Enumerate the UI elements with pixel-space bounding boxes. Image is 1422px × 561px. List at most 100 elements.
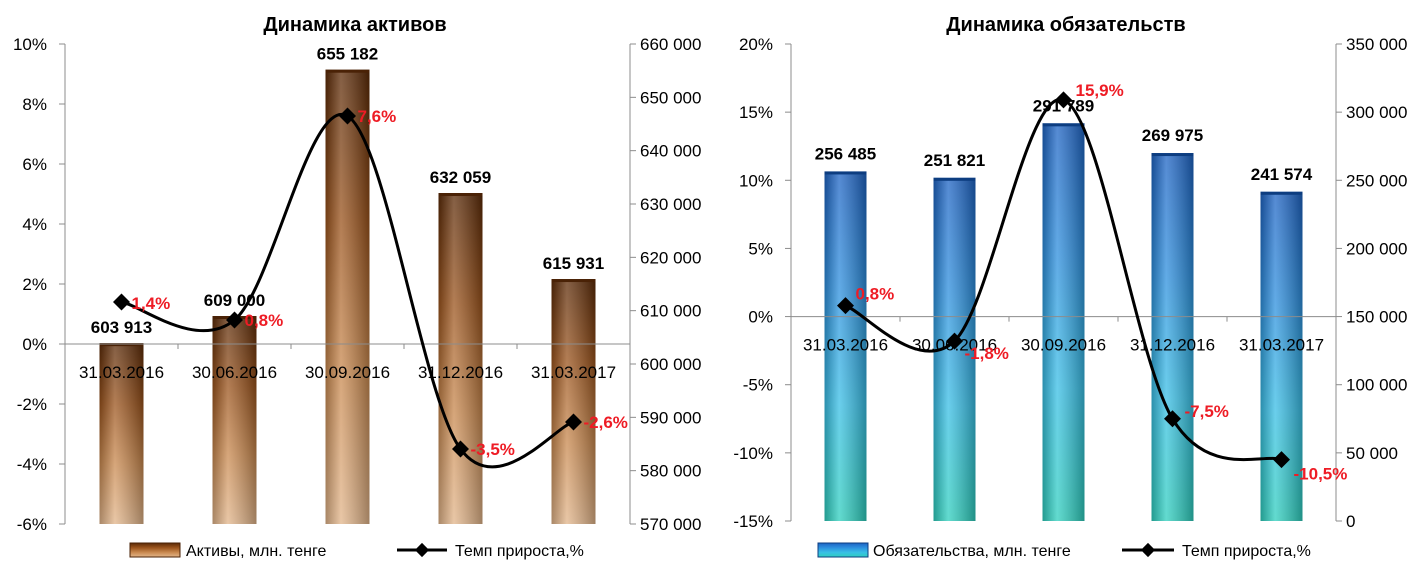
- category-label: 30.09.2016: [1021, 336, 1106, 355]
- growth-rate-label: 1,4%: [132, 294, 171, 313]
- right-axis-tick-label: 630 000: [640, 195, 701, 214]
- left-axis-tick-label: 10%: [739, 171, 773, 190]
- bar-cap: [325, 69, 370, 73]
- growth-rate-label: 15,9%: [1076, 81, 1124, 100]
- growth-rate-label: -2,6%: [584, 413, 628, 432]
- assets-chart: Динамика активов -6% -4% -2% 0% 2% 4% 6% 8% 10% 5…: [13, 14, 701, 560]
- right-axis-tick-label: 600 000: [640, 355, 701, 374]
- category-label: 30.06.2016: [192, 363, 277, 382]
- liabilities-chart: Динамика обязательств -15% -10% -5% 0% 5% 10%…: [711, 0, 1422, 561]
- bar-cap: [1260, 191, 1303, 195]
- right-axis-tick-label: 350 000: [1346, 35, 1407, 54]
- category-label: 31.03.2016: [79, 363, 164, 382]
- growth-rate-label: 7,6%: [358, 107, 397, 126]
- left-axis-tick-label: -2%: [17, 395, 47, 414]
- right-axis-tick-label: 660 000: [640, 35, 701, 54]
- category-label: 31.03.2016: [803, 336, 888, 355]
- legend-swatch-bars: [817, 542, 869, 558]
- legend-label-line: Темп прироста,%: [455, 543, 584, 560]
- legend-marker-line: [1140, 542, 1156, 558]
- left-axis-tick-label: -6%: [17, 515, 47, 534]
- growth-rate-label: 0,8%: [856, 285, 895, 304]
- growth-rate-marker: [339, 107, 356, 125]
- category-label: 31.12.2016: [1130, 336, 1215, 355]
- bar-value-label: 655 182: [317, 45, 378, 64]
- growth-rate-marker: [837, 297, 854, 315]
- right-axis-tick-label: 50 000: [1346, 444, 1398, 463]
- bar-cap: [551, 279, 596, 283]
- growth-rate-label: -7,5%: [1185, 402, 1229, 421]
- bar-value-label: 269 975: [1142, 126, 1203, 145]
- bar-cap: [933, 177, 976, 181]
- growth-rate-label: 0,8%: [245, 311, 284, 330]
- right-axis-tick-label: 150 000: [1346, 308, 1407, 327]
- legend-label-line: Темп прироста,%: [1182, 543, 1311, 560]
- bar-shading: [99, 343, 144, 524]
- left-axis-tick-label: 6%: [22, 155, 47, 174]
- right-axis-tick-label: 590 000: [640, 408, 701, 427]
- bar-cap: [1151, 153, 1194, 157]
- right-axis-tick-label: 570 000: [640, 515, 701, 534]
- left-axis-tick-label: -4%: [17, 455, 47, 474]
- chart-title: Динамика активов: [263, 14, 446, 36]
- right-axis-tick-label: 620 000: [640, 248, 701, 267]
- growth-rate-label: -10,5%: [1294, 465, 1348, 484]
- category-label: 31.03.2017: [531, 363, 616, 382]
- bar-value-label: 615 931: [543, 254, 604, 273]
- right-axis-tick-label: 200 000: [1346, 239, 1407, 258]
- growth-rate-marker: [565, 413, 582, 431]
- left-axis-tick-label: -15%: [733, 512, 773, 531]
- bar-shading: [824, 171, 867, 522]
- bar-cap: [824, 171, 867, 175]
- growth-rate-marker: [452, 440, 469, 458]
- bar-value-label: 603 913: [91, 318, 152, 337]
- right-axis-tick-label: 100 000: [1346, 376, 1407, 395]
- left-axis-tick-label: 4%: [22, 215, 47, 234]
- bar-shading: [1151, 153, 1194, 522]
- right-axis-tick-label: 640 000: [640, 142, 701, 161]
- bar-value-label: 256 485: [815, 144, 876, 163]
- bar-shading: [1042, 123, 1085, 521]
- right-axis-tick-label: 650 000: [640, 88, 701, 107]
- right-axis-tick-label: 300 000: [1346, 103, 1407, 122]
- growth-rate-marker: [946, 332, 963, 350]
- legend-label-bars: Активы, млн. тенге: [186, 543, 326, 560]
- liabilities-chart-svg: Динамика обязательств -15% -10% -5% 0% 5% 10%…: [733, 14, 1407, 560]
- category-label: 31.03.2017: [1239, 336, 1324, 355]
- bar-value-label: 251 821: [924, 151, 985, 170]
- right-axis-tick-label: 0: [1346, 512, 1355, 531]
- right-axis-tick-label: 610 000: [640, 302, 701, 321]
- growth-rate-label: -3,5%: [471, 440, 515, 459]
- bar-shading: [438, 193, 483, 524]
- category-label: 31.12.2016: [418, 363, 503, 382]
- bar-value-label: 609 000: [204, 291, 265, 310]
- left-axis-tick-label: 15%: [739, 103, 773, 122]
- left-axis-tick-label: 0%: [22, 335, 47, 354]
- bar-cap: [99, 343, 144, 347]
- legend-marker-line: [414, 542, 430, 558]
- bar-shading: [212, 316, 257, 524]
- left-axis-tick-label: 2%: [22, 275, 47, 294]
- left-axis-tick-label: 8%: [22, 95, 47, 114]
- assets-chart-svg: Динамика активов -6% -4% -2% 0% 2% 4% 6% 8% 10% 5…: [13, 14, 701, 560]
- growth-rate-marker: [113, 293, 130, 311]
- left-axis-tick-label: 5%: [748, 239, 773, 258]
- legend-label-bars: Обязательства, млн. тенге: [873, 543, 1071, 560]
- bar-shading: [325, 69, 370, 525]
- growth-rate-label: -1,8%: [965, 344, 1009, 363]
- category-label: 30.09.2016: [305, 363, 390, 382]
- left-axis-tick-label: 10%: [13, 35, 47, 54]
- left-axis-tick-label: -10%: [733, 444, 773, 463]
- growth-rate-marker: [226, 311, 243, 329]
- chart-title: Динамика обязательств: [946, 14, 1185, 36]
- bar-value-label: 241 574: [1251, 165, 1313, 184]
- bar-cap: [438, 193, 483, 197]
- growth-rate-line: [121, 112, 575, 469]
- bar-shading: [551, 279, 596, 524]
- bar-cap: [1042, 123, 1085, 127]
- left-axis-tick-label: 0%: [748, 308, 773, 327]
- left-axis-tick-label: 20%: [739, 35, 773, 54]
- right-axis-tick-label: 250 000: [1346, 171, 1407, 190]
- right-axis-tick-label: 580 000: [640, 462, 701, 481]
- left-axis-tick-label: -5%: [743, 376, 773, 395]
